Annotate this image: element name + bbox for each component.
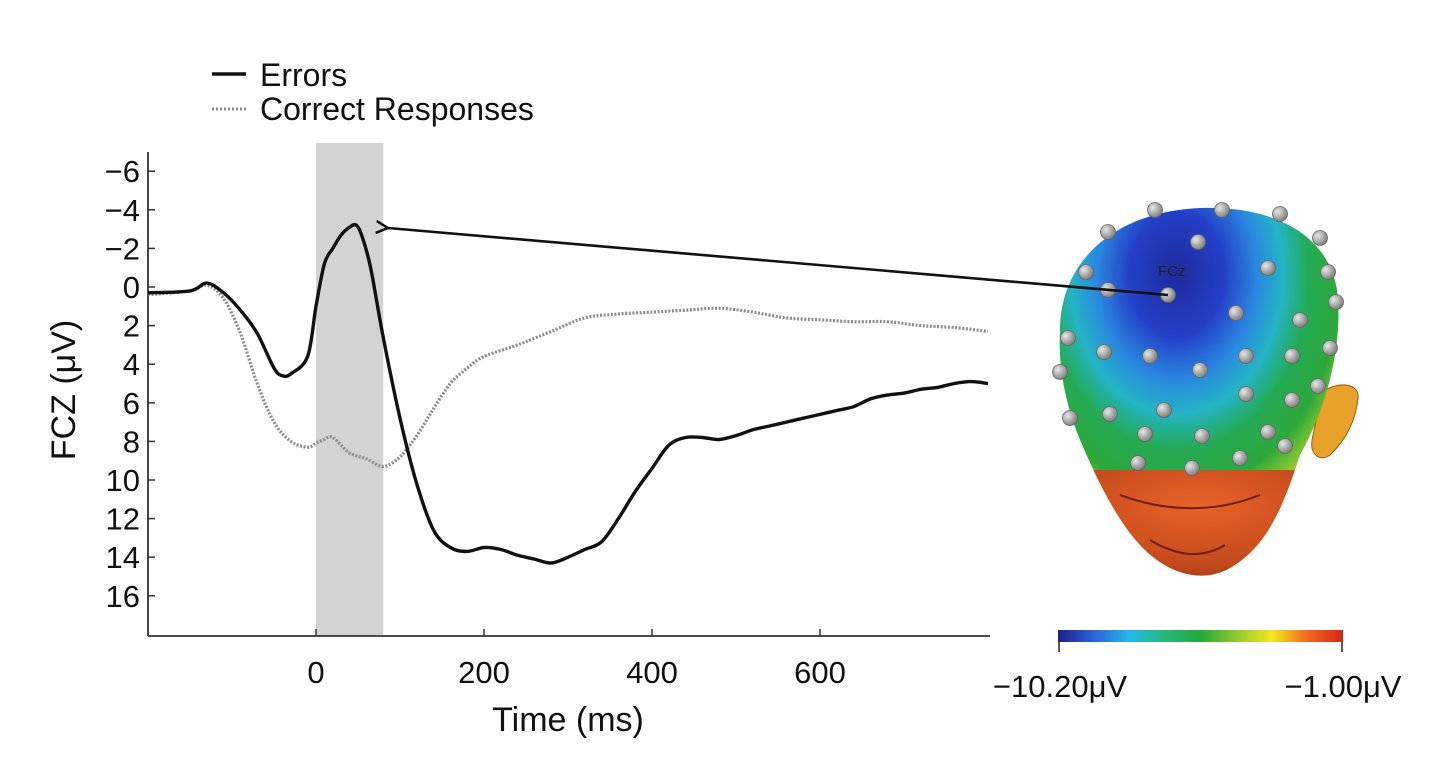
annotation-arrow: [388, 228, 1169, 297]
electrode-marker: [1130, 455, 1146, 471]
electrode-marker: [1284, 348, 1300, 364]
electrode-marker: [1260, 260, 1276, 276]
legend-label-errors: Errors: [260, 57, 347, 93]
y-tick-label: 14: [106, 540, 140, 575]
electrode-marker: [1214, 202, 1230, 218]
electrode-marker: [1310, 378, 1326, 394]
electrode-marker: [1137, 426, 1153, 442]
electrode-marker: [1052, 364, 1068, 380]
y-axis-title: FCZ (μV): [45, 320, 83, 460]
electrode-marker: [1194, 428, 1210, 444]
electrode-marker: [1100, 224, 1116, 240]
electrode-marker: [1272, 206, 1288, 222]
electrode-marker: [1238, 386, 1254, 402]
x-tick-label: 600: [794, 655, 846, 690]
electrode-marker: [1292, 312, 1308, 328]
y-tick-label: −4: [105, 193, 140, 228]
x-tick-label: 0: [307, 655, 324, 690]
ear-shape: [1311, 384, 1359, 459]
electrode-marker: [1320, 264, 1336, 280]
electrode-marker: [1322, 340, 1338, 356]
electrode-marker: [1156, 402, 1172, 418]
electrode-marker: [1142, 348, 1158, 364]
x-axis-ticks: 0 200 400 600: [307, 629, 846, 690]
chart-legend: Errors Correct Responses: [212, 57, 534, 127]
face-contour-lower: [1149, 539, 1226, 556]
colorbar-max-label: −1.00μV: [1285, 669, 1402, 704]
y-tick-label: −2: [105, 231, 140, 266]
y-tick-label: 8: [123, 424, 140, 459]
y-tick-label: 2: [123, 309, 140, 344]
y-tick-label: 16: [106, 579, 140, 614]
series-line-correct-responses: [147, 283, 989, 469]
y-tick-label: 0: [123, 270, 140, 305]
y-tick-label: 12: [106, 502, 140, 537]
electrode-marker: [1147, 202, 1163, 218]
shaded-time-window: [316, 143, 384, 636]
electrode-marker: [1078, 264, 1094, 280]
y-tick-label: −6: [105, 154, 140, 189]
electrode-set: [1052, 202, 1344, 476]
electrode-marker: [1060, 330, 1076, 346]
face-region: [1059, 470, 1339, 576]
y-tick-label: 4: [123, 347, 140, 382]
electrode-marker: [1284, 392, 1300, 408]
electrode-marker: [1102, 406, 1118, 422]
scalp-topography-head: FCz: [1052, 202, 1359, 576]
x-tick-label: 400: [626, 655, 678, 690]
electrode-marker: [1228, 305, 1244, 321]
electrode-marker: [1260, 424, 1276, 440]
series-line-errors: [147, 222, 989, 565]
electrode-marker: [1238, 348, 1254, 364]
fcz-electrode-label: FCz: [1158, 263, 1186, 280]
y-tick-label: 6: [123, 386, 140, 421]
legend-label-correct: Correct Responses: [260, 91, 534, 127]
electrode-marker: [1232, 450, 1248, 466]
face-contour: [1119, 494, 1261, 510]
colorbar: −10.20μV −1.00μV: [993, 630, 1402, 704]
colorbar-strip: [1058, 630, 1343, 642]
electrode-marker: [1096, 344, 1112, 360]
electrode-marker: [1062, 410, 1078, 426]
electrode-marker: [1312, 230, 1328, 246]
x-tick-label: 200: [458, 655, 510, 690]
x-axis-title: Time (ms): [492, 701, 644, 739]
electrode-marker: [1184, 460, 1200, 476]
electrode-marker: [1328, 294, 1344, 310]
electrode-marker: [1190, 234, 1206, 250]
electrode-marker: [1192, 362, 1208, 378]
electrode-marker: [1277, 438, 1293, 454]
y-tick-label: 10: [106, 463, 140, 498]
colorbar-min-label: −10.20μV: [993, 669, 1128, 704]
